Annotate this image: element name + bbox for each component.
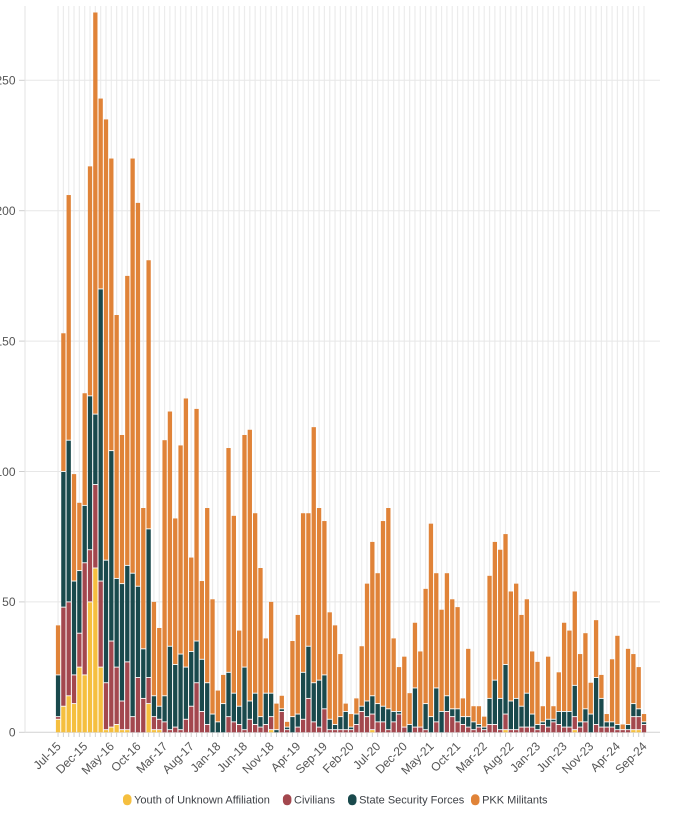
- svg-text:Youth of Unknown Affiliation: Youth of Unknown Affiliation: [134, 795, 270, 807]
- svg-text:0: 0: [9, 726, 16, 740]
- svg-text:Civilians: Civilians: [294, 795, 335, 807]
- svg-text:150: 150: [0, 334, 16, 348]
- svg-text:State Security Forces: State Security Forces: [359, 795, 465, 807]
- svg-text:50: 50: [2, 595, 16, 609]
- svg-text:100: 100: [0, 465, 16, 479]
- svg-text:PKK Militants: PKK Militants: [482, 795, 548, 807]
- svg-text:250: 250: [0, 74, 16, 88]
- svg-text:200: 200: [0, 204, 16, 218]
